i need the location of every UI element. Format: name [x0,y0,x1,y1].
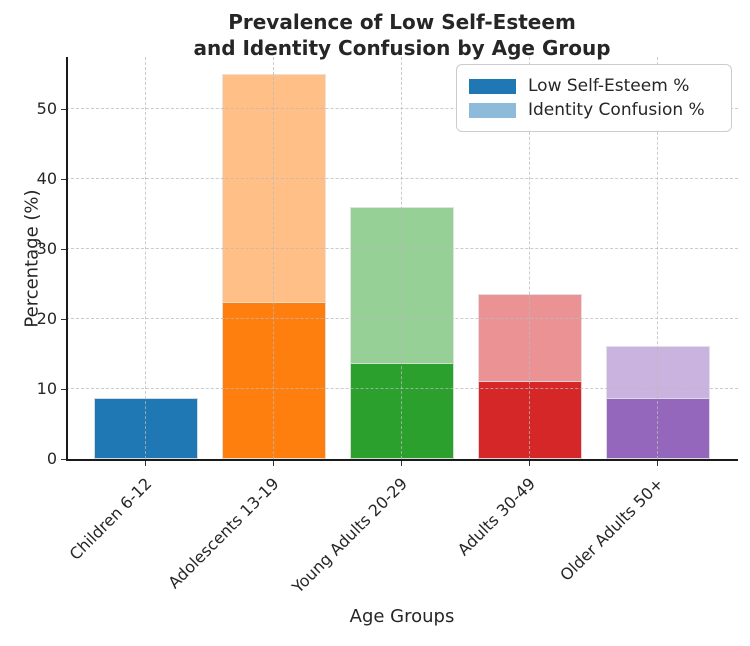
y-tick-mark [61,318,66,321]
y-tick-mark [61,248,66,251]
x-tick-mark [656,461,659,466]
legend-item-identity-confusion: Identity Confusion % [469,98,719,122]
figure-title: Prevalence of Low Self-Esteem and Identi… [55,9,749,61]
y-tick-label: 10 [36,379,57,398]
legend-item-low-self-esteem: Low Self-Esteem % [469,74,719,98]
x-tick-mark [272,461,275,466]
bar-low-self-esteem [605,398,710,459]
y-tick-mark [61,388,66,391]
y-tick-label: 30 [36,239,57,258]
gridline-vertical [400,57,402,459]
y-tick-label: 50 [36,99,57,118]
x-axis-label: Age Groups [349,606,455,627]
y-tick-mark [61,458,66,461]
x-tick-label: Older Adults 50+ [556,474,667,585]
x-tick-label: Young Adults 20-29 [288,474,411,597]
axis-spine-left [66,57,68,461]
legend-label: Low Self-Esteem % [528,76,690,96]
bar-low-self-esteem [221,302,326,459]
gridline-vertical [272,57,274,459]
x-tick-label: Adults 30-49 [453,474,539,560]
y-tick-label: 20 [36,309,57,328]
title-line-1: Prevalence of Low Self-Esteem [228,10,576,34]
x-tick-mark [144,461,147,466]
legend: Low Self-Esteem % Identity Confusion % [456,64,732,132]
legend-swatch-identity-confusion [469,102,516,118]
x-tick-label: Adolescents 13-19 [164,474,283,593]
y-tick-mark [61,108,66,111]
gridline-vertical [656,57,658,459]
gridline-vertical [528,57,530,459]
bar-low-self-esteem [477,380,582,459]
x-tick-mark [400,461,403,466]
gridline-horizontal [66,248,738,249]
gridline-horizontal [66,318,738,319]
bar-low-self-esteem [349,363,454,459]
gridline-horizontal [66,388,738,389]
x-tick-label: Children 6-12 [65,474,155,564]
x-tick-mark [528,461,531,466]
bar-low-self-esteem [93,398,198,459]
legend-swatch-low-self-esteem [469,78,516,94]
legend-label: Identity Confusion % [528,100,705,120]
y-tick-label: 0 [46,449,57,468]
title-line-2: and Identity Confusion by Age Group [193,36,611,60]
gridline-horizontal [66,108,738,109]
gridline-horizontal [66,178,738,179]
y-tick-mark [61,178,66,181]
gridline-vertical [144,57,146,459]
axis-spine-bottom [66,459,738,461]
y-tick-label: 40 [36,169,57,188]
